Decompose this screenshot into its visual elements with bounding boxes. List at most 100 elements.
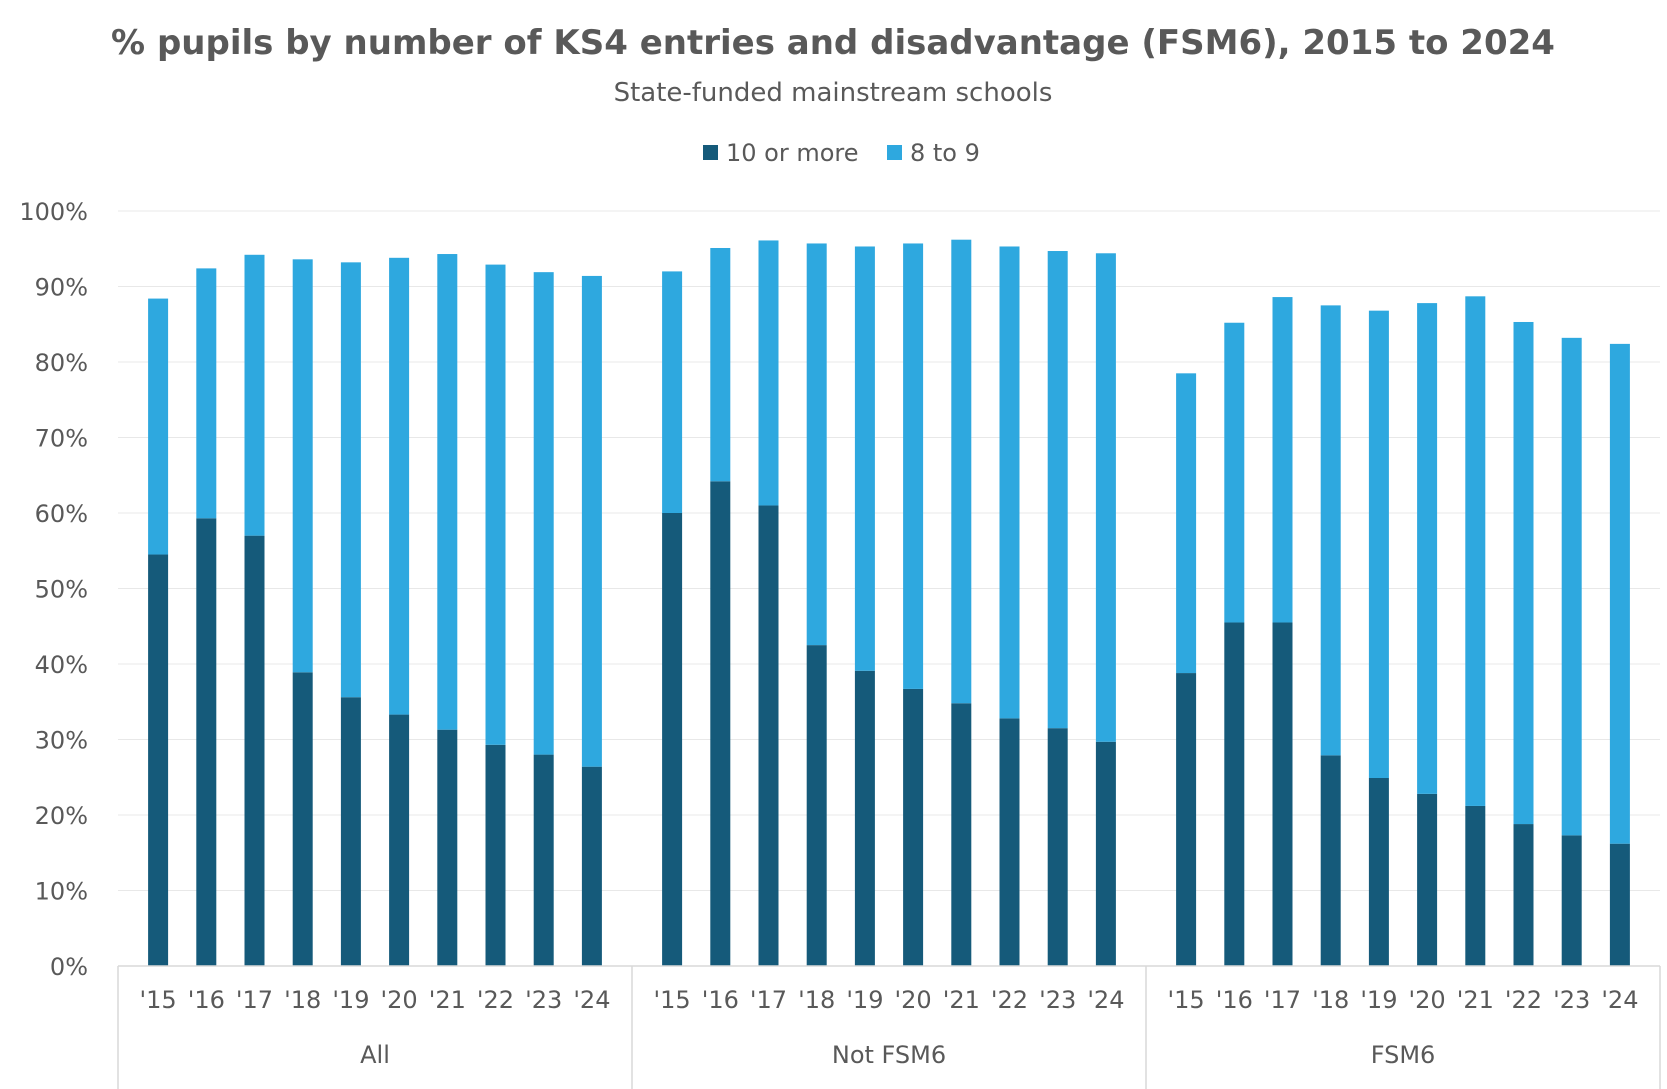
x-tick-label: '18 [284, 986, 321, 1014]
bar-10-or-more [758, 505, 779, 966]
bar-10-or-more [903, 688, 924, 966]
x-tick-label: '16 [702, 986, 739, 1014]
x-tick-label: '19 [846, 986, 883, 1014]
bar-8-to-9 [340, 262, 361, 698]
bar-8-to-9 [1176, 373, 1197, 674]
x-tick-label: '17 [750, 986, 787, 1014]
bar-10-or-more [1047, 728, 1068, 966]
bar-10-or-more [196, 518, 217, 966]
y-tick-label: 30% [35, 727, 88, 755]
bar-8-to-9 [662, 271, 683, 513]
y-tick-label: 90% [35, 274, 88, 302]
bar-8-to-9 [903, 243, 924, 689]
x-tick-label: '15 [140, 986, 177, 1014]
bar-8-to-9 [389, 257, 410, 715]
legend-swatch-8-to-9 [887, 145, 902, 160]
bar-10-or-more [437, 729, 458, 966]
bar-10-or-more [533, 754, 554, 966]
bar-10-or-more [1609, 843, 1630, 966]
bar-10-or-more [854, 670, 875, 966]
x-tick-label: '20 [895, 986, 932, 1014]
bar-10-or-more [1368, 778, 1389, 966]
x-tick-label: '23 [1553, 986, 1590, 1014]
bar-8-to-9 [1465, 296, 1486, 806]
bar-10-or-more [806, 645, 827, 966]
bar-8-to-9 [1417, 303, 1438, 794]
chart-title: % pupils by number of KS4 entries and di… [111, 23, 1555, 63]
x-axis: '15 '16 '17 '18 '19 '20 '21 '22 '23 '24 All '15 '16 '… [117, 965, 1661, 1089]
group-label: All [360, 1041, 390, 1069]
bar-10-or-more [581, 766, 602, 966]
y-tick-label: 70% [35, 425, 88, 453]
bar-8-to-9 [1561, 337, 1582, 836]
bar-10-or-more [292, 672, 313, 966]
y-tick-label: 100% [19, 198, 88, 226]
bar-8-to-9 [196, 268, 217, 519]
bar-10-or-more [1272, 622, 1293, 966]
bar-8-to-9 [1368, 310, 1389, 779]
x-tick-label: '20 [381, 986, 418, 1014]
y-tick-label: 10% [35, 878, 88, 906]
x-tick-label: '18 [798, 986, 835, 1014]
x-tick-label: '19 [1360, 986, 1397, 1014]
x-tick-label: '21 [1457, 986, 1494, 1014]
x-tick-label: '21 [429, 986, 466, 1014]
bar-8-to-9 [710, 247, 731, 482]
y-tick-label: 20% [35, 802, 88, 830]
bar-10-or-more [1095, 741, 1116, 966]
bar-10-or-more [1561, 835, 1582, 966]
bar-8-to-9 [1320, 305, 1341, 756]
x-tick-label: '18 [1312, 986, 1349, 1014]
bar-10-or-more [340, 697, 361, 966]
y-tick-label: 40% [35, 651, 88, 679]
x-tick-label: '22 [477, 986, 514, 1014]
bar-8-to-9 [1272, 297, 1293, 623]
x-tick-label: '21 [943, 986, 980, 1014]
legend: 10 or more 8 to 9 [703, 139, 980, 167]
bar-10-or-more [485, 744, 506, 966]
x-tick-label: '16 [1216, 986, 1253, 1014]
y-tick-label: 50% [35, 576, 88, 604]
x-tick-label: '15 [1168, 986, 1205, 1014]
bar-10-or-more [999, 718, 1020, 966]
bar-8-to-9 [854, 246, 875, 671]
x-tick-label: '24 [1087, 986, 1124, 1014]
bar-10-or-more [148, 554, 169, 966]
bar-10-or-more [1417, 793, 1438, 966]
bar-10-or-more [710, 481, 731, 966]
bar-10-or-more [244, 535, 265, 966]
x-tick-label: '20 [1409, 986, 1446, 1014]
x-tick-label: '24 [573, 986, 610, 1014]
chart-subtitle: State-funded mainstream schools [614, 78, 1053, 108]
bar-8-to-9 [758, 240, 779, 506]
bar-8-to-9 [1609, 343, 1630, 844]
x-tick-label: '22 [991, 986, 1028, 1014]
bar-8-to-9 [1513, 321, 1534, 825]
bar-8-to-9 [1095, 253, 1116, 742]
legend-label-8-to-9: 8 to 9 [910, 139, 980, 167]
bar-8-to-9 [292, 259, 313, 673]
y-tick-label: 60% [35, 500, 88, 528]
bar-10-or-more [1224, 622, 1245, 966]
y-tick-label: 80% [35, 349, 88, 377]
x-tick-label: '16 [188, 986, 225, 1014]
bar-8-to-9 [148, 298, 169, 555]
x-tick-label: '23 [1039, 986, 1076, 1014]
bar-8-to-9 [951, 239, 972, 704]
bar-8-to-9 [1224, 322, 1245, 623]
bar-8-to-9 [437, 254, 458, 730]
bar-10-or-more [951, 703, 972, 966]
x-tick-label: '22 [1505, 986, 1542, 1014]
legend-swatch-10-or-more [703, 145, 718, 160]
x-tick-label: '24 [1601, 986, 1638, 1014]
bar-10-or-more [1513, 824, 1534, 966]
gridlines [118, 210, 1660, 891]
bar-8-to-9 [581, 275, 602, 767]
bar-10-or-more [662, 513, 683, 966]
bars [148, 239, 1630, 966]
bar-10-or-more [1465, 805, 1486, 966]
legend-label-10-or-more: 10 or more [726, 139, 859, 167]
group-label: Not FSM6 [832, 1041, 946, 1069]
y-axis: 0% 10% 20% 30% 40% 50% 60% 70% 80% 90% 100% [19, 198, 88, 981]
